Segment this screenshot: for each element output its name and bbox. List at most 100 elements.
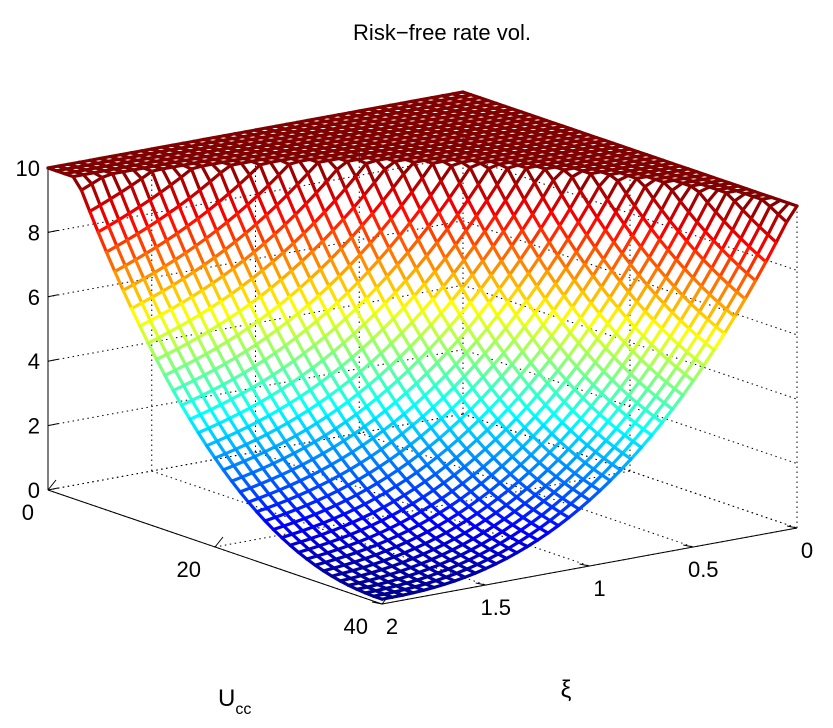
- surface-edge: [385, 274, 398, 294]
- z-tick: [47, 423, 59, 427]
- surface-edge: [288, 543, 301, 554]
- surface-edge: [285, 193, 298, 217]
- surface-edge: [649, 327, 664, 346]
- surface-edge: [322, 199, 337, 214]
- y-tick: [579, 563, 590, 567]
- surface-edge: [548, 450, 560, 462]
- surface-edge: [467, 504, 479, 516]
- surface-edge: [662, 302, 674, 314]
- surface-edge: [310, 366, 323, 384]
- surface-edge: [556, 515, 571, 528]
- surface-edge: [391, 316, 404, 335]
- surface-edge: [464, 214, 478, 233]
- surface-edge: [215, 439, 227, 456]
- surface-edge: [481, 465, 494, 477]
- surface-edge: [547, 358, 560, 373]
- surface-edge: [630, 234, 643, 249]
- surface-edge: [460, 160, 472, 170]
- surface-edge: [676, 229, 689, 243]
- surface-edge: [456, 504, 471, 516]
- surface-edge: [319, 529, 334, 537]
- surface-edge: [485, 504, 498, 515]
- surface-edge: [346, 280, 360, 295]
- surface-edge: [352, 205, 364, 228]
- surface-edge: [163, 264, 175, 287]
- surface-edge: [417, 523, 429, 534]
- surface-edge: [429, 323, 441, 341]
- surface-edge: [319, 463, 333, 472]
- surface-edge: [447, 313, 462, 329]
- surface-edge: [606, 321, 618, 335]
- surface-edge: [776, 201, 791, 216]
- surface-edge: [581, 477, 594, 487]
- surface-edge: [232, 459, 246, 468]
- surface-edge: [383, 167, 395, 190]
- surface-edge: [402, 412, 414, 428]
- surface-edge: [639, 342, 654, 362]
- surface-edge: [589, 170, 603, 176]
- surface-edge: [496, 407, 510, 422]
- surface-edge: [383, 159, 397, 171]
- surface-edge: [459, 548, 473, 557]
- surface-edge: [508, 463, 523, 476]
- surface-edge: [623, 433, 635, 444]
- surface-edge: [389, 217, 402, 238]
- surface-edge: [420, 297, 435, 313]
- surface-edge: [558, 207, 572, 228]
- surface-edge: [283, 336, 298, 348]
- surface-edge: [662, 180, 674, 193]
- surface-edge: [578, 172, 593, 193]
- surface-edge: [423, 384, 437, 398]
- surface-edge: [670, 181, 684, 193]
- surface-edge: [510, 350, 525, 366]
- surface-edge: [394, 540, 409, 549]
- surface-edge: [394, 477, 408, 488]
- surface-edge: [541, 423, 554, 436]
- surface-edge: [724, 290, 739, 312]
- surface-edge: [497, 287, 510, 304]
- surface-edge: [535, 477, 548, 488]
- surface-edge: [415, 463, 429, 475]
- surface-edge: [329, 463, 342, 477]
- surface-edge: [263, 351, 277, 362]
- surface-edge: [454, 518, 469, 529]
- surface-edge: [625, 401, 639, 418]
- surface-edge: [296, 550, 309, 561]
- surface-edge: [591, 383, 604, 395]
- surface-edge: [252, 450, 267, 459]
- surface-edge: [535, 468, 550, 482]
- surface-edge: [494, 437, 506, 450]
- surface-edge: [481, 456, 496, 469]
- surface-edge: [246, 419, 261, 429]
- grid-line: [151, 470, 486, 586]
- surface-edge: [429, 311, 443, 327]
- surface-edge: [458, 418, 471, 432]
- surface-edge: [577, 498, 592, 511]
- surface-edge: [541, 323, 554, 338]
- surface-edge: [639, 357, 652, 370]
- surface-edge: [660, 208, 672, 223]
- surface-edge: [196, 426, 211, 435]
- surface-edge: [704, 324, 718, 345]
- surface-edge: [593, 346, 608, 365]
- surface-edge: [129, 183, 142, 209]
- surface-edge: [198, 408, 213, 417]
- surface-edge: [473, 363, 485, 379]
- surface-edge: [383, 409, 396, 425]
- surface-edge: [379, 447, 392, 462]
- surface-edge: [260, 380, 273, 398]
- surface-edge: [541, 195, 553, 214]
- surface-edge: [614, 191, 628, 214]
- axes: [47, 165, 798, 605]
- surface-edge: [492, 456, 504, 468]
- surface-edge: [223, 447, 238, 456]
- surface-edge: [714, 191, 728, 214]
- surface-edge: [192, 263, 206, 274]
- surface-edge: [167, 211, 179, 236]
- surface-edge: [496, 418, 508, 431]
- surface-edge: [464, 438, 479, 451]
- surface-edge: [367, 471, 379, 485]
- surface-edge: [346, 291, 358, 311]
- surface-edge: [468, 300, 481, 318]
- surface-edge: [189, 164, 204, 171]
